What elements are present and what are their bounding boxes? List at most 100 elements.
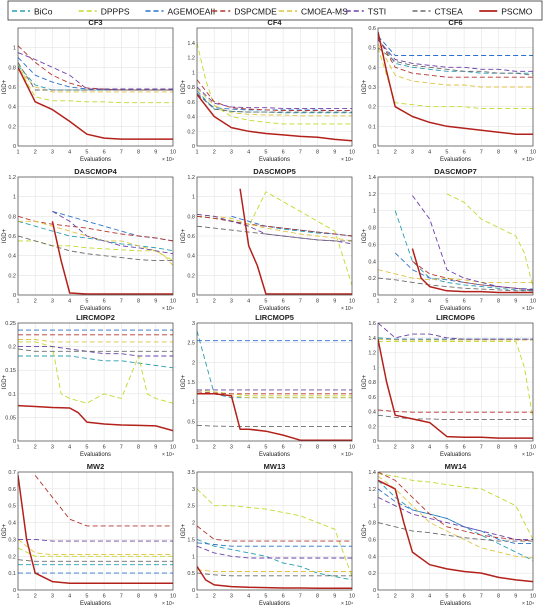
x-tick-label: 2 — [34, 299, 37, 305]
plot-area — [18, 323, 173, 441]
series-line-dspcmde — [197, 79, 352, 112]
chart-title: LIRCMOP2 — [76, 313, 115, 322]
series-line-dspcmde — [18, 45, 173, 91]
series-group — [378, 193, 533, 294]
y-tick-label: 0.6 — [368, 242, 376, 248]
y-tick-label: 0 — [13, 439, 16, 445]
x-axis-label: Evaluations — [80, 601, 111, 607]
y-tick-label: 1.5 — [187, 537, 195, 543]
series-line-pscmo — [51, 221, 173, 295]
series-line-dspcmde — [197, 391, 352, 395]
x-tick-label: 5 — [264, 299, 267, 305]
y-tick-label: 3 — [192, 487, 195, 493]
x-axis-exponent: × 10⁴ — [341, 452, 353, 458]
y-tick-label: 0.3 — [8, 537, 16, 543]
series-line-bico — [18, 220, 173, 252]
x-tick-label: 1 — [195, 150, 198, 156]
chart-title: DASCMOP5 — [253, 167, 296, 176]
x-tick-label: 6 — [282, 594, 285, 600]
x-tick-label: 3 — [411, 445, 414, 451]
x-tick-label: 8 — [316, 299, 319, 305]
x-tick-label: 10 — [170, 150, 176, 156]
y-tick-label: 0.4 — [187, 115, 195, 121]
chart-panel: DASCMOP5 1 2 3 4 5 6 7 8 9 10 0 0.2 0.4 0.6 0.8 1 1.2 Eval… — [181, 167, 355, 312]
chart-title: LIRCMOP6 — [436, 313, 475, 322]
x-axis-label: Evaluations — [440, 452, 471, 458]
x-tick-label: 5 — [445, 445, 448, 451]
x-tick-label: 7 — [480, 594, 483, 600]
x-tick-label: 7 — [299, 150, 302, 156]
chart-title: MW13 — [264, 462, 286, 471]
x-tick-label: 2 — [213, 150, 216, 156]
y-tick-label: 0 — [192, 293, 195, 299]
chart-title: DASCMOP4 — [74, 167, 117, 176]
series-line-agemoeaii — [378, 35, 533, 56]
y-tick-label: 0.2 — [8, 273, 16, 279]
series-line-bico — [378, 480, 533, 561]
x-axis-label: Evaluations — [80, 157, 111, 163]
series-line-tsti — [18, 346, 173, 357]
y-tick-label: 0.5 — [368, 46, 376, 52]
y-axis-label: IGD+ — [362, 228, 368, 243]
x-tick-label: 8 — [497, 445, 500, 451]
y-tick-label: 0.6 — [8, 234, 16, 240]
legend-label: CTSEA — [435, 7, 464, 17]
x-tick-label: 1 — [16, 150, 19, 156]
x-tick-label: 3 — [411, 594, 414, 600]
legend-label: BiCo — [34, 7, 53, 17]
series-line-ctsea — [378, 277, 533, 292]
series-line-cmoea-ms — [378, 475, 533, 559]
series-group — [378, 31, 533, 135]
y-tick-label: 0.15 — [5, 368, 16, 374]
chart-title: MW2 — [87, 462, 105, 471]
series-line-dspcmde — [378, 472, 533, 542]
y-tick-label: 0.4 — [187, 254, 195, 260]
series-line-pscmo — [197, 565, 352, 590]
series-line-bico — [394, 210, 533, 292]
x-tick-label: 10 — [349, 594, 355, 600]
series-line-pscmo — [378, 31, 533, 135]
y-tick-label: 1.4 — [368, 336, 376, 342]
x-tick-label: 1 — [195, 445, 198, 451]
x-tick-label: 5 — [264, 150, 267, 156]
x-axis-label: Evaluations — [80, 306, 111, 312]
legend-label: DPPPS — [101, 7, 130, 17]
y-tick-label: 1.2 — [187, 175, 195, 181]
x-tick-label: 3 — [230, 445, 233, 451]
chart-panel: CF3 1 2 3 4 5 6 7 8 9 10 0 0.2 0.4 0.6 0.8 1 Evaluations ×… — [2, 18, 176, 163]
x-tick-label: 10 — [349, 299, 355, 305]
x-tick-label: 6 — [463, 594, 466, 600]
y-tick-label: 0.1 — [8, 392, 16, 398]
legend: BiCo DPPPS AGEMOEAII DSPCMDE CMOEA-MS TSTI CTS… — [7, 0, 543, 21]
x-tick-label: 6 — [282, 445, 285, 451]
x-axis-label: Evaluations — [80, 452, 111, 458]
x-tick-label: 4 — [68, 594, 71, 600]
chart-title: LIRCMOP5 — [255, 313, 294, 322]
x-tick-label: 1 — [195, 299, 198, 305]
x-tick-label: 6 — [282, 150, 285, 156]
y-tick-label: 1.6 — [368, 321, 376, 327]
y-tick-label: 2 — [192, 521, 195, 527]
x-axis-exponent: × 10⁴ — [162, 452, 174, 458]
y-tick-label: 1 — [13, 195, 16, 201]
series-line-agemoeaii — [231, 215, 352, 237]
x-axis-label: Evaluations — [440, 157, 471, 163]
y-tick-label: 0.8 — [187, 85, 195, 91]
y-tick-label: 0.2 — [187, 273, 195, 279]
plot-frame — [196, 176, 353, 296]
series-line-dppps — [197, 389, 352, 397]
plot-frame — [196, 471, 353, 591]
series-line-pscmo — [197, 393, 352, 441]
y-tick-label: 0 — [192, 588, 195, 594]
y-tick-label: 1.2 — [368, 192, 376, 198]
x-tick-label: 5 — [264, 594, 267, 600]
x-tick-label: 10 — [170, 594, 176, 600]
x-tick-label: 10 — [530, 150, 536, 156]
x-tick-label: 8 — [137, 594, 140, 600]
legend-label: TSTI — [368, 7, 386, 17]
y-tick-label: 1 — [192, 195, 195, 201]
y-tick-label: 2 — [192, 360, 195, 366]
x-tick-label: 6 — [103, 594, 106, 600]
x-tick-label: 8 — [137, 150, 140, 156]
series-group — [378, 472, 533, 583]
